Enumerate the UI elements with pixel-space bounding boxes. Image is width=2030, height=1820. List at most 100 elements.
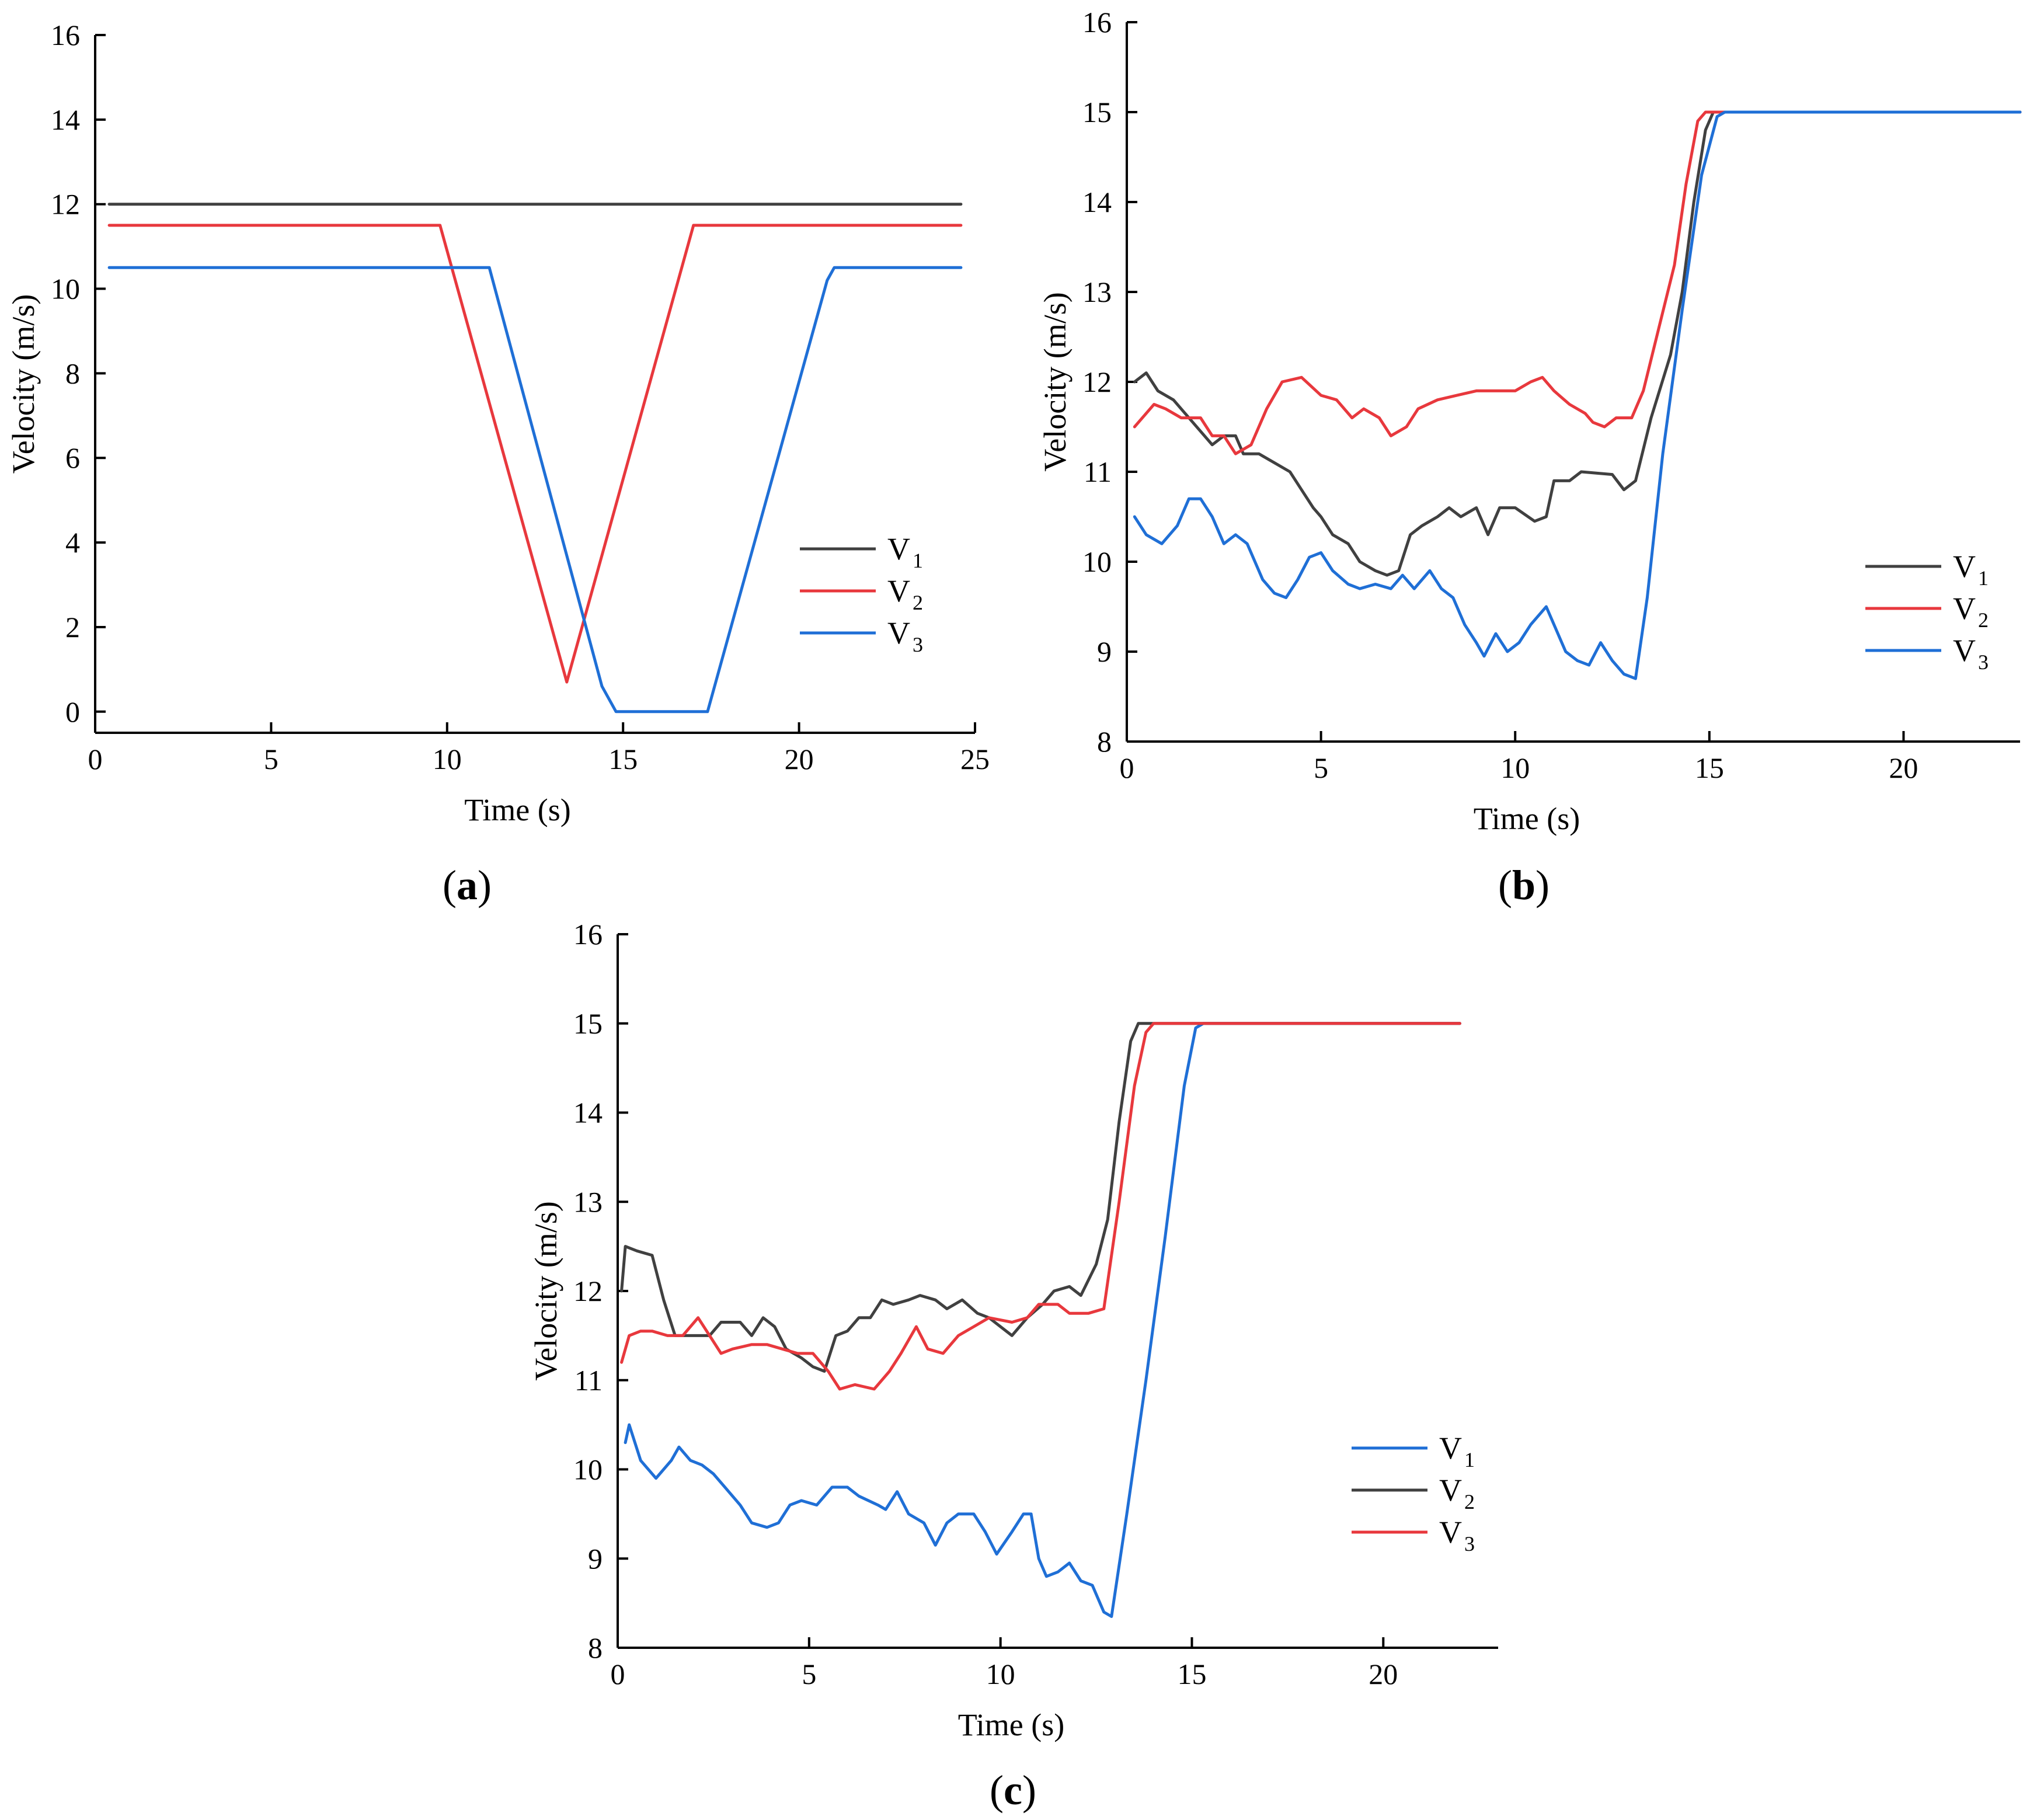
- y-tick-label: 14: [51, 103, 80, 136]
- legend-label: V: [887, 573, 910, 608]
- panel-label-open: (: [1498, 862, 1512, 909]
- y-axis-label: Velocity (m/s): [528, 1201, 563, 1380]
- legend-subscript: 3: [1978, 650, 1989, 674]
- legend-label: V: [887, 615, 910, 650]
- x-tick-label: 0: [611, 1658, 625, 1690]
- x-axis-label: Time (s): [958, 1707, 1065, 1742]
- y-tick-label: 16: [1082, 6, 1112, 39]
- y-tick-label: 15: [573, 1007, 603, 1040]
- x-tick-label: 10: [433, 743, 462, 775]
- y-tick-label: 15: [1082, 96, 1112, 128]
- x-tick-label: 15: [608, 743, 638, 775]
- y-tick-label: 16: [51, 19, 80, 51]
- panel-label: (b): [1498, 862, 1550, 909]
- y-tick-label: 4: [65, 526, 80, 559]
- x-tick-label: 15: [1177, 1658, 1206, 1690]
- x-tick-label: 5: [1314, 751, 1328, 784]
- panel-label-close: ): [1022, 1767, 1036, 1814]
- legend-label: V: [1953, 549, 1976, 584]
- legend-subscript: 3: [1464, 1532, 1475, 1555]
- y-tick-label: 2: [65, 611, 80, 643]
- legend-subscript: 2: [1464, 1490, 1475, 1513]
- series-line-v3: [620, 1022, 1461, 1391]
- y-axis-label: Velocity (m/s): [6, 294, 41, 474]
- legend-subscript: 3: [913, 633, 923, 656]
- x-tick-label: 5: [802, 1658, 816, 1690]
- legend-label: V: [1439, 1473, 1462, 1508]
- y-tick-label: 9: [588, 1542, 603, 1575]
- series-line-v2: [620, 1022, 1461, 1373]
- x-tick-label: 0: [88, 743, 103, 775]
- y-tick-label: 10: [51, 273, 80, 305]
- legend-subscript: 2: [1978, 608, 1989, 632]
- panel-label-letter: c: [1004, 1767, 1022, 1814]
- panel-label: (c): [990, 1767, 1036, 1814]
- legend-label: V: [887, 531, 910, 566]
- series-line-v2: [107, 224, 963, 684]
- y-tick-label: 13: [573, 1185, 603, 1218]
- y-tick-label: 13: [1082, 276, 1112, 308]
- legend-subscript: 1: [913, 549, 923, 572]
- x-tick-label: 20: [1369, 1658, 1398, 1690]
- panel-label-open: (: [443, 862, 457, 909]
- y-tick-label: 12: [51, 188, 80, 221]
- y-tick-label: 11: [1084, 455, 1112, 488]
- y-tick-label: 16: [573, 918, 603, 951]
- y-tick-label: 10: [573, 1453, 603, 1486]
- legend-label: V: [1439, 1515, 1462, 1550]
- y-axis-label: Velocity (m/s): [1037, 292, 1073, 471]
- legend-label: V: [1953, 591, 1976, 626]
- y-tick-label: 8: [588, 1631, 603, 1664]
- panel-label-close: ): [478, 862, 492, 909]
- y-tick-label: 12: [573, 1275, 603, 1307]
- y-tick-label: 12: [1082, 366, 1112, 398]
- x-tick-label: 20: [785, 743, 814, 775]
- y-tick-label: 10: [1082, 545, 1112, 578]
- series-line-v3: [107, 266, 963, 714]
- x-tick-label: 10: [1500, 751, 1530, 784]
- y-tick-label: 11: [574, 1364, 603, 1397]
- legend-label: V: [1953, 633, 1976, 668]
- y-tick-label: 8: [65, 357, 80, 389]
- x-tick-label: 0: [1120, 751, 1134, 784]
- series-line-v3: [1133, 110, 2022, 680]
- legend-subscript: 2: [913, 591, 923, 614]
- y-tick-label: 14: [573, 1097, 603, 1129]
- legend-subscript: 1: [1978, 566, 1989, 590]
- x-tick-label: 10: [986, 1658, 1015, 1690]
- panel-label-letter: b: [1512, 862, 1535, 909]
- y-tick-label: 14: [1082, 186, 1112, 218]
- x-tick-label: 5: [264, 743, 278, 775]
- series-line-v1: [1133, 110, 2022, 577]
- series-line-v2: [1133, 110, 2022, 455]
- x-tick-label: 25: [960, 743, 990, 775]
- x-tick-label: 15: [1695, 751, 1724, 784]
- x-axis-label: Time (s): [1474, 801, 1580, 836]
- y-tick-label: 6: [65, 441, 80, 474]
- panel-label-letter: a: [457, 862, 478, 909]
- y-tick-label: 9: [1097, 635, 1112, 668]
- y-tick-label: 8: [1097, 725, 1112, 758]
- panel-label-close: ): [1535, 862, 1550, 909]
- y-tick-label: 0: [65, 695, 80, 728]
- panel-label-open: (: [990, 1767, 1004, 1814]
- series-line-v1: [624, 1022, 1461, 1618]
- legend-label: V: [1439, 1431, 1462, 1466]
- x-tick-label: 20: [1889, 751, 1918, 784]
- legend-subscript: 1: [1464, 1448, 1475, 1471]
- x-axis-label: Time (s): [464, 792, 571, 827]
- panel-label: (a): [443, 862, 492, 909]
